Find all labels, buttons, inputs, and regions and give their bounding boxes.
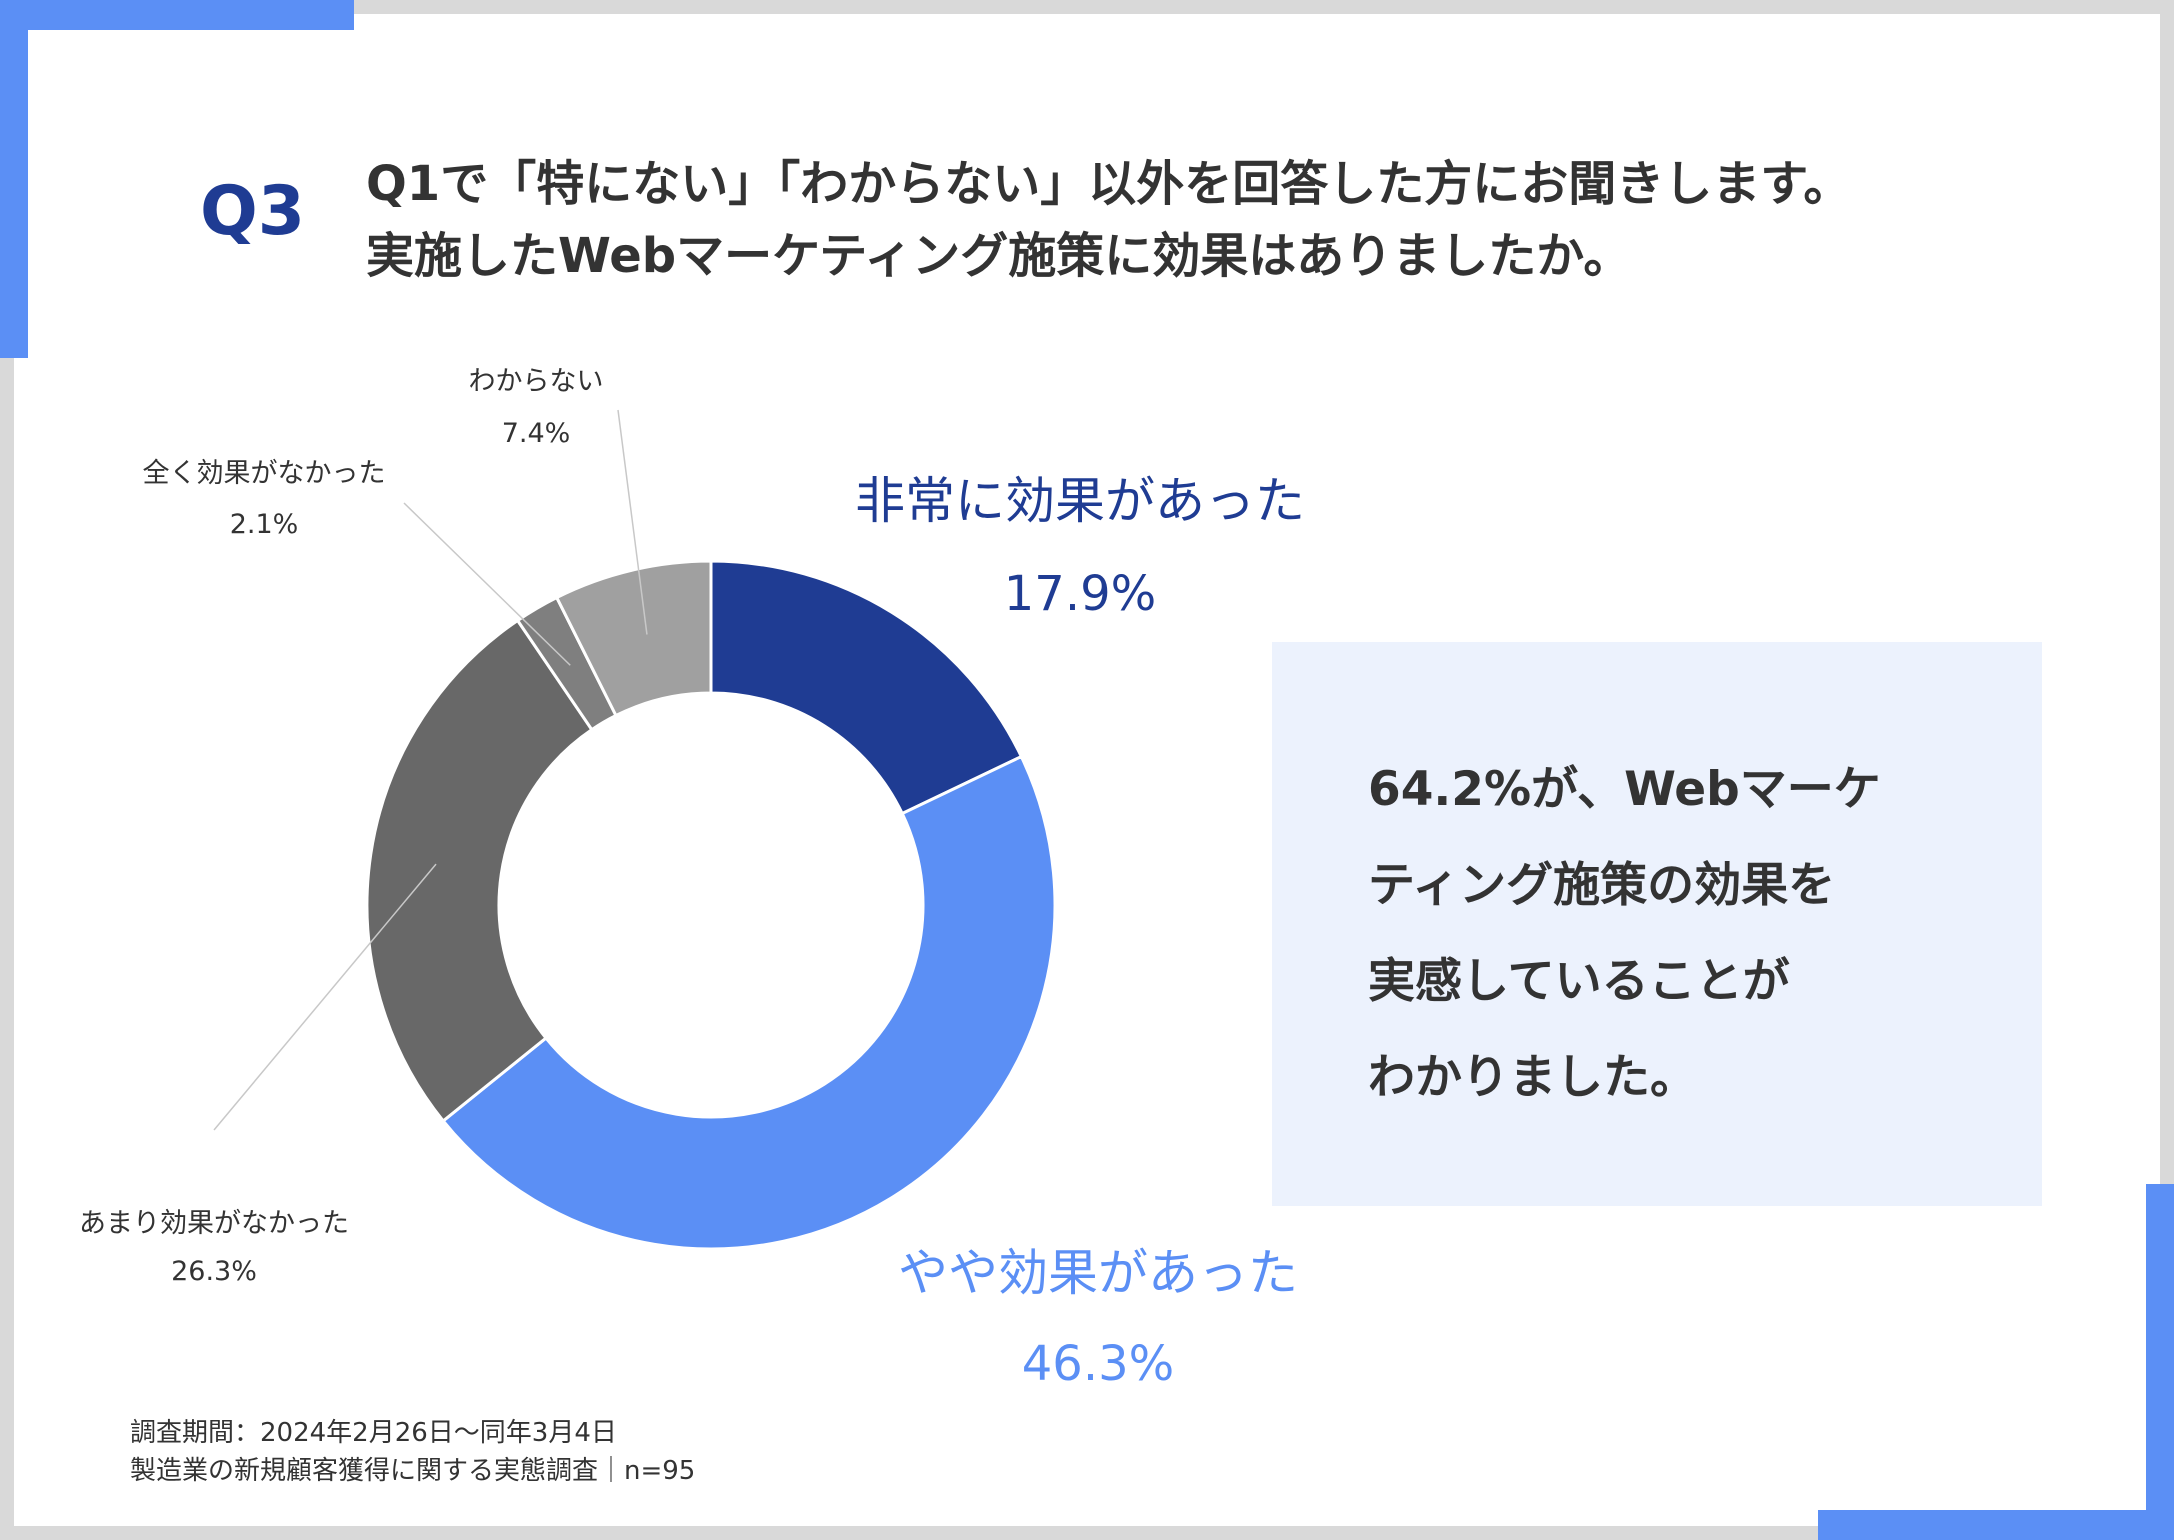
slice-label-0: 非常に効果があった [855,472,1305,530]
accent-bar-top-left-vertical [0,0,28,358]
slice-value-label-0: 17.9% [1004,566,1156,622]
question-label: Q3 [200,172,306,251]
page-title: Q1で「特にない」「わからない」以外を回答した方にお聞きします。 実施したWeb… [366,148,2066,292]
survey-footnote: 調査期間：2024年2月26日～同年3月4日 製造業の新規顧客獲得に関する実態調… [130,1414,695,1490]
summary-line-3: 実感していることが [1368,954,1790,1009]
leader-lines [213,409,648,1131]
donut-slices [365,559,1057,1251]
title-line-2: 実施したWebマーケティング施策に効果はありましたか。 [366,228,1632,284]
slice-value-label-1: 46.3% [1022,1336,1174,1392]
leader-line-4 [617,409,648,635]
donut-slice-0 [709,559,1024,816]
accent-bar-bottom-right-horizontal [1818,1510,2174,1540]
leader-line-2 [213,863,437,1131]
slice-label-2: あまり効果がなかった [79,1208,349,1239]
summary-text: 64.2%が、Webマーケ ティング施策の効果を 実感していることが わかりまし… [1368,742,1988,1126]
summary-line-4: わかりました。 [1368,1050,1697,1105]
slice-value-label-4: 7.4% [502,418,571,449]
summary-callout: 64.2%が、Webマーケ ティング施策の効果を 実感していることが わかりまし… [1272,642,2042,1206]
accent-bar-top-left-horizontal [0,0,354,30]
survey-period: 調査期間：2024年2月26日～同年3月4日 [130,1418,617,1448]
slice-label-1: やや効果があった [898,1244,1298,1302]
summary-line-1: 64.2%が、Webマーケ [1368,762,1881,817]
slice-label-4: わからない [469,366,604,397]
slice-label-3: 全く効果がなかった [143,458,386,489]
donut-slice-2 [365,618,594,1124]
donut-slice-1 [441,754,1057,1251]
slice-value-label-3: 2.1% [230,509,299,540]
donut-slice-4 [554,559,713,718]
accent-bar-bottom-right-vertical [2146,1184,2174,1540]
slice-value-label-2: 26.3% [171,1256,257,1287]
leader-line-3 [403,502,571,666]
title-line-1: Q1で「特にない」「わからない」以外を回答した方にお聞きします。 [366,156,1852,212]
summary-line-2: ティング施策の効果を [1368,858,1836,913]
survey-name: 製造業の新規顧客獲得に関する実態調査｜n=95 [130,1456,696,1486]
slice-labels: 非常に効果があった 17.9% やや効果があった 46.3% あまり効果がなかった 26.… [79,366,1305,1392]
